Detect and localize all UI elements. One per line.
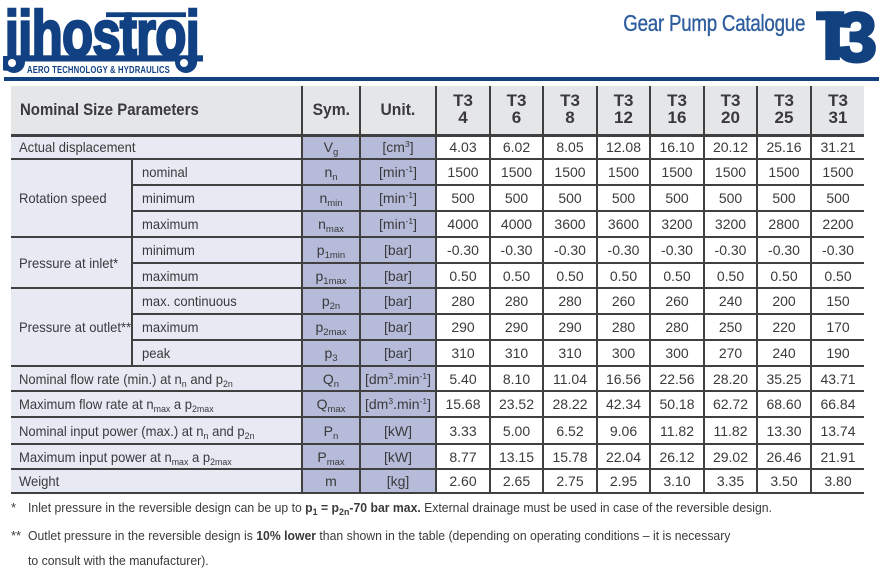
svg-text:AERO TECHNOLOGY & HYDRAULICS: AERO TECHNOLOGY & HYDRAULICS	[27, 64, 170, 75]
svg-text:3: 3	[837, 0, 877, 70]
